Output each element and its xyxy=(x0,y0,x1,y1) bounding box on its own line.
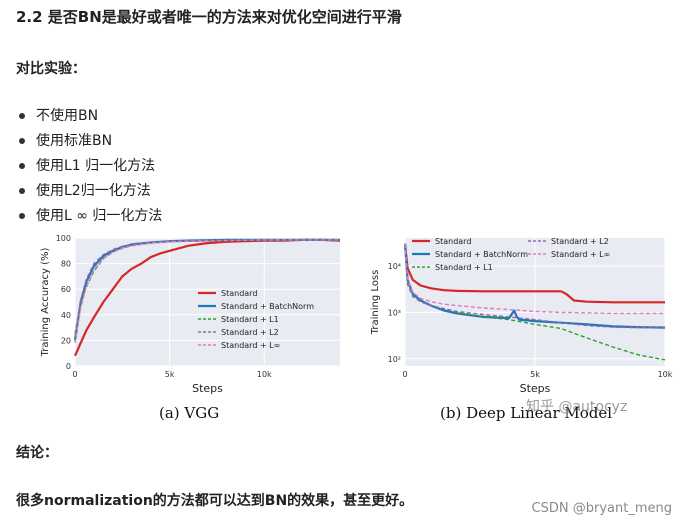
y-tick-label: 40 xyxy=(61,311,71,320)
figure: 0 20 40 60 80 100 0 5k 10k Steps Training Accuracy… xyxy=(30,228,686,433)
series-line-standard-linf xyxy=(404,243,665,315)
legend-label: Standard + L2 xyxy=(551,237,609,246)
x-tick-label: 10k xyxy=(257,370,272,379)
y-tick-label: 20 xyxy=(61,336,71,345)
x-tick-label: 5k xyxy=(530,370,540,379)
series-line-standard-l2 xyxy=(404,243,666,329)
conclusion-text: 很多normalization的方法都可以达到BN的效果，甚至更好。 xyxy=(16,493,414,509)
legend-label: Standard + L1 xyxy=(221,315,279,324)
x-tick-label: 10k xyxy=(658,370,673,379)
legend-label: Standard + L∞ xyxy=(551,250,610,259)
y-tick-label: 10⁴ xyxy=(388,262,401,271)
section-heading: 2.2 是否BN是最好或者唯一的方法来对优化空间进行平滑 xyxy=(16,8,402,26)
legend-label: Standard xyxy=(435,237,471,246)
experiment-label: 对比实验： xyxy=(16,61,86,77)
y-tick-label: 60 xyxy=(61,285,71,294)
experiment-list: 不使用BN 使用标准BN 使用L1 归一化方法 使用L2归一化方法 使用L ∞ … xyxy=(18,105,162,230)
conclusion-label: 结论： xyxy=(16,445,58,461)
y-tick-label: 80 xyxy=(61,260,71,269)
y-axis-label: Training Accuracy (%) xyxy=(40,248,51,358)
y-tick-label: 10³ xyxy=(388,308,401,317)
caption-vgg: (a) VGG xyxy=(159,404,220,422)
x-tick-label: 0 xyxy=(72,370,77,379)
list-item: 使用L2归一化方法 xyxy=(18,180,162,205)
legend-label: Standard + L2 xyxy=(221,328,279,337)
legend-label: Standard + BatchNorm xyxy=(221,302,314,311)
legend-label: Standard + L1 xyxy=(435,263,493,272)
x-tick-label: 0 xyxy=(402,370,407,379)
x-axis-label: Steps xyxy=(192,382,223,395)
list-item: 不使用BN xyxy=(18,105,162,130)
series-line-standard-batchnorm xyxy=(403,243,666,329)
x-axis-label: Steps xyxy=(520,382,551,395)
zhihu-watermark: 知乎 @autocyz xyxy=(526,399,628,415)
legend-label: Standard + BatchNorm xyxy=(435,250,528,259)
y-tick-label: 0 xyxy=(66,362,71,371)
vgg-accuracy-chart: 0 20 40 60 80 100 0 5k 10k Steps Training Accuracy… xyxy=(40,234,341,395)
list-item: 使用标准BN xyxy=(18,130,162,155)
legend-label: Standard xyxy=(221,289,257,298)
plot-area xyxy=(75,238,340,366)
list-item: 使用L ∞ 归一化方法 xyxy=(18,205,162,230)
series-line-standard-linf xyxy=(74,239,340,344)
y-tick-label: 100 xyxy=(56,234,71,243)
list-item: 使用L1 归一化方法 xyxy=(18,155,162,180)
caption-linear-model: (b) Deep Linear Model xyxy=(440,404,613,422)
csdn-watermark: CSDN @bryant_meng xyxy=(531,501,672,516)
series-line-standard xyxy=(403,243,665,304)
legend-label: Standard + L∞ xyxy=(221,341,280,350)
linear-model-loss-chart: 10² 10³ 10⁴ 0 5k 10k Steps Training Loss Standar… xyxy=(370,237,673,395)
y-tick-label: 10² xyxy=(388,355,401,364)
y-axis-label: Training Loss xyxy=(370,270,381,336)
x-tick-label: 5k xyxy=(165,370,175,379)
